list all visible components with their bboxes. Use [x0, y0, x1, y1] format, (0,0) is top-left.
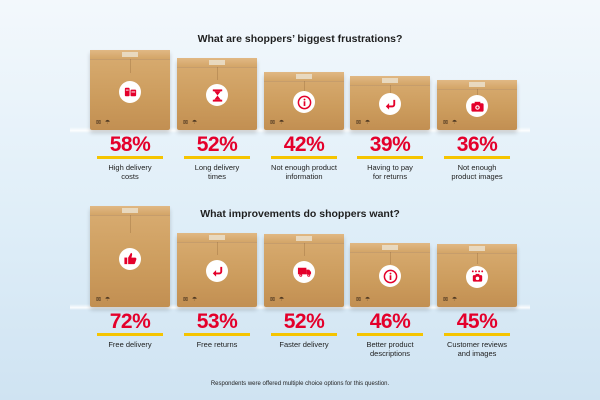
bar: ⊠ ☂ — [437, 80, 517, 130]
box-handling-marks: ⊠ ☂ — [183, 119, 199, 126]
box-seam — [304, 243, 305, 257]
category-label: Long delivery times — [194, 163, 240, 181]
box-handling-marks: ⊠ ☂ — [96, 296, 112, 303]
data-label: 46% — [369, 310, 411, 333]
box-handling-marks: ⊠ ☂ — [183, 296, 199, 303]
box-tape — [469, 246, 485, 251]
box-seam — [390, 252, 391, 264]
icon-badge — [379, 93, 401, 116]
box-seam — [130, 59, 131, 74]
box-handling-marks: ⊠ ☂ — [270, 296, 286, 303]
box-tape — [122, 52, 138, 57]
underline-bar — [444, 333, 510, 336]
footnote: Respondents were offered multiple choice… — [210, 381, 390, 387]
icon-badge — [293, 91, 315, 114]
info-icon — [297, 95, 312, 110]
bar: ⊠ ☂ — [350, 76, 430, 130]
category-label: Customer reviews and images — [446, 340, 507, 358]
shelf-highlight — [70, 127, 530, 133]
box-tape — [296, 236, 312, 241]
box-tape — [209, 235, 225, 240]
category-label: High delivery costs — [108, 163, 152, 181]
data-label: 42% — [283, 133, 325, 156]
return-arrow-icon — [383, 97, 398, 112]
underline-bar — [184, 333, 250, 336]
shelf-highlight — [70, 304, 530, 310]
underline-bar — [357, 156, 423, 159]
box-seam — [477, 253, 478, 265]
category-label: Not enough product images — [451, 163, 503, 181]
bar: ⊠ ☂ — [90, 50, 170, 130]
box-tape — [382, 245, 398, 250]
data-label: 52% — [283, 310, 325, 333]
box-tape — [209, 60, 225, 65]
underline-bar — [271, 333, 337, 336]
category-label: Faster delivery — [279, 340, 329, 349]
data-label: 53% — [196, 310, 238, 333]
star-camera-icon — [470, 269, 485, 284]
category-label: Not enough product information — [271, 163, 337, 181]
box-handling-marks: ⊠ ☂ — [96, 119, 112, 126]
category-label: Better product descriptions — [366, 340, 414, 358]
underline-bar — [271, 156, 337, 159]
box-seam — [304, 81, 305, 92]
category-label: Free returns — [196, 340, 238, 349]
camera-icon — [470, 99, 485, 114]
bar: ⊠ ☂ — [90, 206, 170, 307]
data-label: 72% — [109, 310, 151, 333]
underline-bar — [97, 156, 163, 159]
data-label: 58% — [109, 133, 151, 156]
icon-badge — [466, 95, 488, 117]
bar: ⊠ ☂ — [177, 58, 257, 130]
icon-badge — [466, 265, 488, 288]
box-seam — [477, 89, 478, 98]
bar: ⊠ ☂ — [177, 233, 257, 307]
data-label: 52% — [196, 133, 238, 156]
icon-badge — [119, 247, 141, 270]
category-label: Free delivery — [108, 340, 152, 349]
data-label: 39% — [369, 133, 411, 156]
box-handling-marks: ⊠ ☂ — [443, 119, 459, 126]
box-seam — [217, 67, 218, 80]
underline-bar — [444, 156, 510, 159]
box-handling-marks: ⊠ ☂ — [443, 296, 459, 303]
improvements-title: What improvements do shoppers want? — [200, 208, 400, 220]
underline-bar — [184, 156, 250, 159]
box-tape — [296, 74, 312, 79]
underline-bar — [357, 333, 423, 336]
box-tape — [382, 78, 398, 83]
icon-badge — [119, 80, 141, 103]
bar: ⊠ ☂ — [264, 234, 344, 307]
icon-badge — [379, 265, 401, 288]
icon-badge — [206, 260, 228, 283]
icon-badge — [293, 260, 315, 283]
box-handling-marks: ⊠ ☂ — [356, 119, 372, 126]
box-seam — [217, 242, 218, 256]
box-handling-marks: ⊠ ☂ — [356, 296, 372, 303]
data-label: 45% — [456, 310, 498, 333]
thumbs-up-icon — [123, 251, 138, 266]
category-label: Having to pay for returns — [367, 163, 413, 181]
frustrations-title: What are shoppers’ biggest frustrations? — [197, 33, 403, 45]
icon-badge — [206, 84, 228, 107]
return-arrow-icon — [210, 264, 225, 279]
info-icon — [383, 269, 398, 284]
data-label: 36% — [456, 133, 498, 156]
bar: ⊠ ☂ — [264, 72, 344, 130]
underline-bar — [97, 333, 163, 336]
box-tape — [122, 208, 138, 213]
box-seam — [130, 215, 131, 234]
bar: ⊠ ☂ — [350, 243, 430, 307]
box-seam — [390, 85, 391, 95]
bar: ⊠ ☂ — [437, 244, 517, 307]
box-handling-marks: ⊠ ☂ — [270, 119, 286, 126]
box-tape — [469, 82, 485, 87]
delivery-truck-icon — [297, 264, 312, 279]
hourglass-icon — [210, 88, 225, 103]
coins-icon — [123, 84, 138, 99]
